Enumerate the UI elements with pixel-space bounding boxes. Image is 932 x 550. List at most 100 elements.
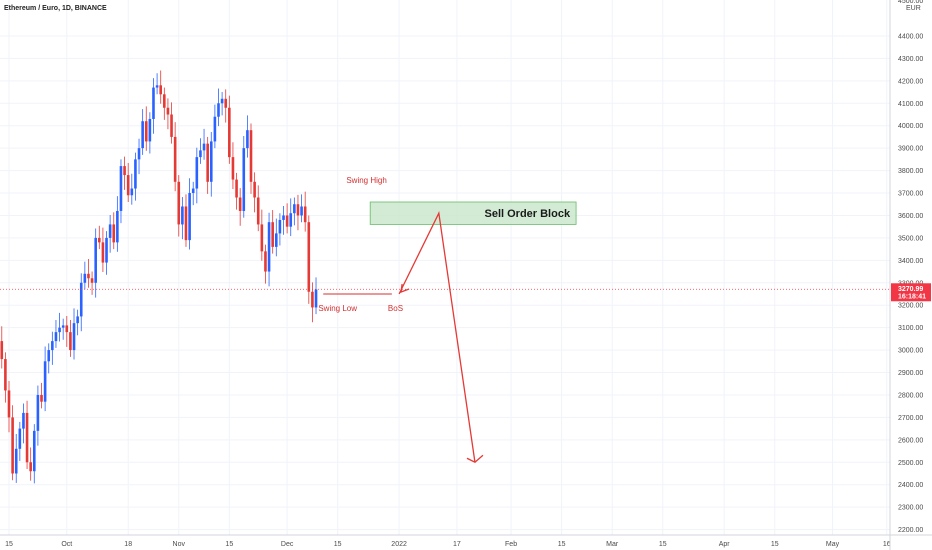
candle-body xyxy=(289,213,293,227)
x-tick-label: 15 xyxy=(5,541,13,548)
x-tick-label: 2022 xyxy=(391,541,407,548)
candle-body xyxy=(296,204,300,216)
candle-body xyxy=(47,350,51,362)
candle-body xyxy=(58,327,61,333)
candle-body xyxy=(231,157,235,180)
candles xyxy=(0,70,318,484)
candle-body xyxy=(43,361,47,402)
candle-body xyxy=(228,107,231,158)
candle-body xyxy=(0,341,4,360)
candle-body xyxy=(264,251,267,272)
last-price-label: 3270.99 xyxy=(898,286,923,293)
candle-body xyxy=(119,166,123,211)
y-tick-label: 2800.00 xyxy=(898,392,923,399)
candle-body xyxy=(101,242,105,263)
candle-body xyxy=(191,188,195,194)
x-tick-label: 15 xyxy=(225,541,233,548)
x-tick-label: 17 xyxy=(453,541,461,548)
y-tick-label: 4200.00 xyxy=(898,78,923,85)
last-price-tag xyxy=(891,283,931,302)
candle-body xyxy=(98,237,101,243)
drawings: Swing High Swing Low BoS xyxy=(318,176,484,464)
candle-body xyxy=(83,273,87,283)
candle-body xyxy=(40,394,43,402)
candle-body xyxy=(282,215,285,220)
y-tick-label-partial: 4500.00 xyxy=(898,0,923,5)
candle-body xyxy=(159,85,163,95)
candle-body xyxy=(87,273,90,279)
y-tick-label: 2900.00 xyxy=(898,370,923,377)
candle-body xyxy=(130,188,134,196)
y-tick-label: 3100.00 xyxy=(898,325,923,332)
y-tick-label: 4300.00 xyxy=(898,56,923,63)
x-tick-label: Oct xyxy=(61,541,72,548)
candle-body xyxy=(217,103,220,117)
candle-body xyxy=(235,179,238,198)
candle-body xyxy=(195,157,199,189)
y-tick-label: 3500.00 xyxy=(898,235,923,242)
annotation-label: Swing High xyxy=(346,176,386,185)
annotation-label: Swing Low xyxy=(318,304,357,313)
candle-body xyxy=(181,206,184,225)
candle-body xyxy=(29,462,32,472)
candle-body xyxy=(7,390,11,418)
candle-body xyxy=(278,219,282,234)
candle-body xyxy=(206,143,209,182)
candle-body xyxy=(220,98,224,104)
y-tick-label: 3900.00 xyxy=(898,146,923,153)
y-tick-label: 3400.00 xyxy=(898,258,923,265)
candle-body xyxy=(170,114,173,137)
arrowhead-end xyxy=(466,454,484,464)
x-tick-label: 18 xyxy=(124,541,132,548)
candle-body xyxy=(36,394,40,431)
candle-body xyxy=(224,98,228,108)
sell-order-block[interactable] xyxy=(369,201,577,225)
candle-body xyxy=(116,210,119,243)
candle-body xyxy=(242,148,246,211)
candle-body xyxy=(314,289,318,308)
candle-body xyxy=(22,412,25,429)
y-tick-label: 3600.00 xyxy=(898,213,923,220)
x-tick-label: May xyxy=(826,541,840,548)
candle-body xyxy=(238,197,242,211)
y-tick-label: 4000.00 xyxy=(898,123,923,130)
candle-body xyxy=(300,206,303,216)
y-tick-label: 4400.00 xyxy=(898,33,923,40)
candle-body xyxy=(18,428,22,449)
currency-label: EUR xyxy=(906,5,921,12)
y-tick-label: 2700.00 xyxy=(898,415,923,422)
y-tick-label: 2300.00 xyxy=(898,505,923,512)
candle-body xyxy=(32,430,36,472)
candle-body xyxy=(144,121,148,142)
order-block-label: Sell Order Block xyxy=(484,208,570,220)
x-tick-label: Feb xyxy=(505,541,517,548)
candle-body xyxy=(256,197,260,225)
candle-body xyxy=(177,181,181,225)
projection-path xyxy=(398,211,476,463)
x-tick-label: Mar xyxy=(606,541,619,548)
candle-body xyxy=(90,278,94,283)
candle-body xyxy=(285,215,289,227)
candle-body xyxy=(108,224,112,238)
candle-body xyxy=(54,332,58,342)
candle-body xyxy=(274,233,278,247)
candle-body xyxy=(137,148,141,160)
candle-body xyxy=(199,150,202,158)
x-tick-label: Dec xyxy=(281,541,294,548)
candle-body xyxy=(267,222,271,272)
candle-body xyxy=(246,130,249,149)
candle-body xyxy=(76,316,79,324)
candle-body xyxy=(173,136,177,182)
candle-body xyxy=(65,325,69,333)
y-tick-label: 2400.00 xyxy=(898,482,923,489)
candle-body xyxy=(209,141,213,182)
x-tick-label: 15 xyxy=(659,541,667,548)
candle-body xyxy=(4,359,7,391)
price-countdown: 16:18:41 xyxy=(898,293,926,300)
candle-body xyxy=(271,222,274,247)
candle-body xyxy=(72,323,76,351)
candle-body xyxy=(253,181,256,198)
